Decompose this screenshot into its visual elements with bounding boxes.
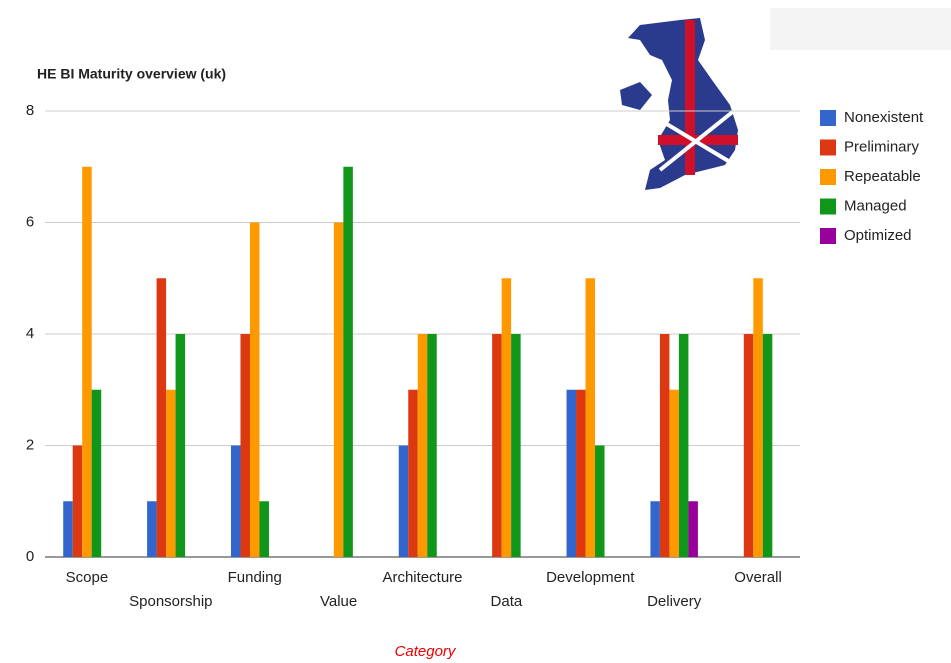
- bar: [417, 334, 428, 557]
- bar: [659, 334, 670, 557]
- bar: [249, 222, 260, 557]
- x-tick-label: Overall: [734, 569, 782, 586]
- bar: [501, 278, 512, 557]
- legend-label: Preliminary: [844, 138, 920, 155]
- bar: [595, 445, 605, 557]
- bar: [343, 166, 353, 557]
- bar: [333, 222, 344, 557]
- bar: [753, 278, 763, 557]
- bar: [398, 445, 409, 557]
- bar: [669, 389, 679, 557]
- background-panel: [770, 8, 951, 50]
- bar: [72, 445, 83, 557]
- bar: [492, 334, 502, 557]
- legend-label: Repeatable: [844, 168, 921, 185]
- bar: [566, 389, 577, 557]
- chart-title: HE BI Maturity overview (uk): [37, 66, 226, 82]
- bar: [259, 501, 269, 557]
- bar: [408, 389, 418, 557]
- bar: [175, 334, 186, 557]
- x-tick-label: Development: [546, 569, 635, 586]
- x-tick-label: Delivery: [647, 593, 702, 610]
- bar: [156, 278, 167, 557]
- bar: [91, 389, 102, 557]
- x-tick-label: Value: [320, 593, 357, 610]
- y-tick-label: 8: [26, 102, 34, 119]
- bar: [576, 389, 586, 557]
- legend-swatch: [820, 110, 836, 126]
- x-tick-label: Scope: [66, 569, 109, 586]
- map-shape: [620, 82, 652, 110]
- legend-label: Managed: [844, 197, 907, 214]
- x-tick-label: Data: [491, 593, 523, 610]
- bar: [63, 501, 73, 557]
- bar: [230, 445, 241, 557]
- bar: [166, 389, 176, 557]
- uk-map: [620, 18, 738, 190]
- bar: [511, 334, 521, 557]
- bar: [240, 334, 250, 557]
- x-tick-label: Funding: [228, 569, 282, 586]
- legend-swatch: [820, 198, 836, 215]
- bar: [82, 166, 92, 557]
- map-cross: [658, 108, 737, 172]
- legend-label: Nonexistent: [844, 109, 924, 126]
- bar: [762, 334, 773, 557]
- bar: [585, 278, 596, 557]
- legend-swatch: [820, 139, 836, 156]
- bar: [147, 501, 157, 557]
- bar: [743, 334, 754, 557]
- x-tick-label: Sponsorship: [129, 593, 212, 610]
- y-tick-label: 4: [26, 325, 34, 342]
- bar: [678, 334, 689, 557]
- legend-swatch: [820, 169, 836, 185]
- bar: [650, 501, 660, 557]
- legend-label: Optimized: [844, 227, 912, 244]
- bar: [688, 501, 698, 557]
- map-shape: [628, 18, 738, 190]
- bar: [427, 334, 437, 557]
- y-tick-label: 6: [26, 213, 34, 230]
- y-tick-label: 0: [26, 548, 34, 565]
- y-tick-label: 2: [26, 436, 34, 453]
- x-axis-label: Category: [395, 643, 457, 660]
- x-tick-label: Architecture: [382, 569, 462, 586]
- legend-swatch: [820, 228, 836, 244]
